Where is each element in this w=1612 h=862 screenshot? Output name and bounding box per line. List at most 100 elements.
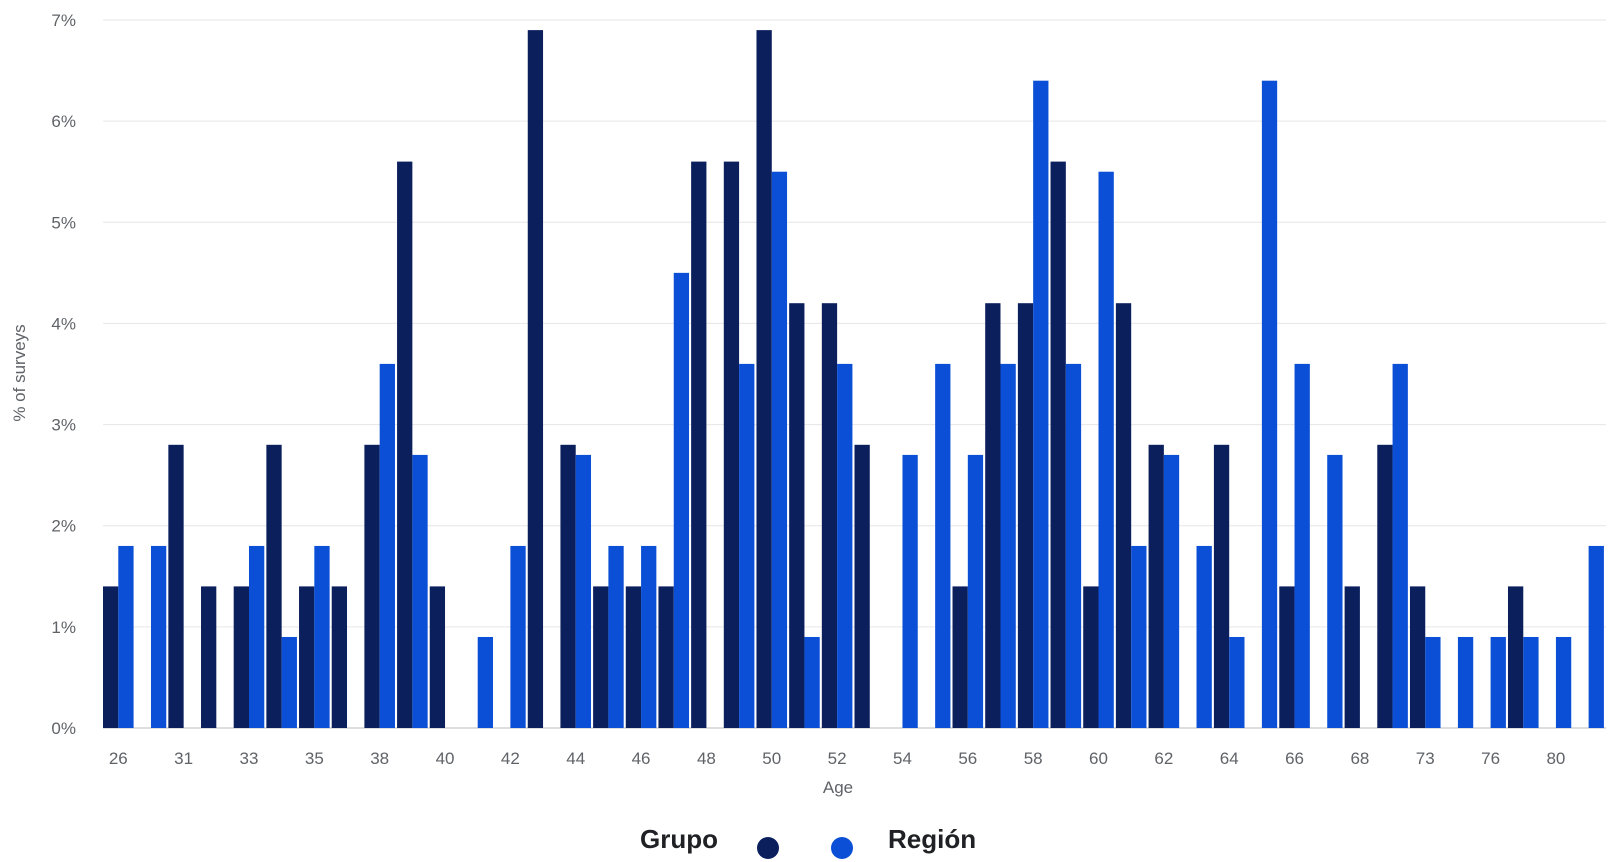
bar-grupo-70[interactable] bbox=[1377, 444, 1393, 728]
bar-region-59[interactable] bbox=[1065, 363, 1082, 728]
bar-region-41[interactable] bbox=[477, 636, 493, 728]
bar-grupo-60[interactable] bbox=[1083, 586, 1099, 728]
bar-region-42[interactable] bbox=[510, 545, 526, 728]
x-tick-label: 66 bbox=[1285, 749, 1304, 768]
bar-grupo-68[interactable] bbox=[1344, 586, 1360, 728]
bar-grupo-48[interactable] bbox=[691, 161, 707, 729]
x-tick-label: 31 bbox=[174, 749, 193, 768]
x-tick-label: 58 bbox=[1024, 749, 1043, 768]
bar-grupo-35[interactable] bbox=[299, 586, 315, 728]
bar-region-80[interactable] bbox=[1555, 636, 1572, 728]
bar-grupo-62[interactable] bbox=[1148, 444, 1164, 728]
bar-grupo-32[interactable] bbox=[201, 586, 217, 728]
x-tick-label: 64 bbox=[1220, 749, 1239, 768]
x-tick-label: 52 bbox=[828, 749, 847, 768]
bar-region-67[interactable] bbox=[1327, 454, 1343, 728]
x-axis-title: Age bbox=[823, 778, 853, 797]
bar-region-33[interactable] bbox=[248, 545, 265, 728]
bar-grupo-39[interactable] bbox=[397, 161, 413, 729]
x-tick-label: 56 bbox=[958, 749, 977, 768]
bar-region-30[interactable] bbox=[150, 545, 167, 728]
y-tick-label: 1% bbox=[51, 618, 76, 637]
y-axis-title: % of surveys bbox=[10, 324, 29, 421]
bar-grupo-66[interactable] bbox=[1279, 586, 1295, 728]
bar-grupo-78[interactable] bbox=[1507, 586, 1524, 728]
bars bbox=[103, 30, 1604, 729]
bar-region-44[interactable] bbox=[575, 454, 592, 728]
bar-grupo-58[interactable] bbox=[1017, 303, 1034, 728]
legend-item-region[interactable]: Región bbox=[831, 824, 976, 859]
bar-region-26[interactable] bbox=[118, 545, 134, 728]
x-tick-label: 42 bbox=[501, 749, 520, 768]
y-tick-label: 3% bbox=[51, 416, 76, 435]
bar-region-78[interactable] bbox=[1523, 636, 1539, 728]
bar-region-65[interactable] bbox=[1261, 80, 1278, 728]
bar-grupo-64[interactable] bbox=[1213, 444, 1230, 728]
x-tick-label: 35 bbox=[305, 749, 324, 768]
bar-region-35[interactable] bbox=[314, 545, 330, 728]
y-axis-tick-labels: 0% 1% 2% 3% 4% 5% 6% 7% bbox=[51, 11, 76, 738]
bar-grupo-57[interactable] bbox=[985, 303, 1001, 728]
bar-region-64[interactable] bbox=[1229, 636, 1245, 728]
bar-region-66[interactable] bbox=[1294, 363, 1310, 728]
y-tick-label: 5% bbox=[51, 213, 76, 232]
x-tick-label: 76 bbox=[1481, 749, 1500, 768]
bar-grupo-45[interactable] bbox=[593, 586, 609, 728]
bar-region-55[interactable] bbox=[935, 363, 951, 728]
bar-grupo-36[interactable] bbox=[331, 586, 348, 728]
bar-grupo-33[interactable] bbox=[233, 586, 249, 728]
bar-region-73[interactable] bbox=[1425, 636, 1441, 728]
x-tick-label: 73 bbox=[1416, 749, 1435, 768]
bar-region-60[interactable] bbox=[1098, 171, 1114, 728]
bar-grupo-31[interactable] bbox=[168, 444, 184, 728]
bar-grupo-59[interactable] bbox=[1050, 161, 1066, 729]
bar-grupo-53[interactable] bbox=[854, 444, 870, 728]
x-tick-label: 40 bbox=[436, 749, 455, 768]
bar-grupo-56[interactable] bbox=[952, 586, 968, 728]
bar-grupo-38[interactable] bbox=[364, 444, 380, 728]
bar-region-57[interactable] bbox=[1000, 363, 1016, 728]
bar-region-34[interactable] bbox=[281, 636, 297, 728]
bar-region-62[interactable] bbox=[1163, 454, 1180, 728]
bar-region-38[interactable] bbox=[379, 363, 395, 728]
bar-grupo-26[interactable] bbox=[103, 586, 119, 728]
bar-region-46[interactable] bbox=[641, 545, 657, 728]
bar-region-47[interactable] bbox=[673, 272, 690, 728]
bar-region-63[interactable] bbox=[1196, 545, 1212, 728]
bar-region-76[interactable] bbox=[1490, 636, 1506, 728]
bar-grupo-40[interactable] bbox=[429, 586, 446, 728]
x-tick-label: 38 bbox=[370, 749, 389, 768]
bar-grupo-46[interactable] bbox=[625, 586, 642, 728]
bar-region-70[interactable] bbox=[1392, 363, 1408, 728]
x-tick-label: 33 bbox=[240, 749, 259, 768]
bar-region-45[interactable] bbox=[608, 545, 624, 728]
bar-grupo-52[interactable] bbox=[821, 303, 838, 728]
y-tick-label: 7% bbox=[51, 11, 76, 30]
bar-region-39[interactable] bbox=[412, 454, 428, 728]
bar-grupo-51[interactable] bbox=[789, 303, 805, 728]
bar-grupo-50[interactable] bbox=[756, 30, 772, 729]
x-tick-label: 54 bbox=[893, 749, 912, 768]
x-tick-label: 46 bbox=[632, 749, 651, 768]
bar-region-81[interactable] bbox=[1588, 545, 1604, 728]
bar-region-49[interactable] bbox=[739, 363, 755, 728]
bar-grupo-73[interactable] bbox=[1409, 586, 1426, 728]
x-tick-label: 62 bbox=[1154, 749, 1173, 768]
bar-grupo-61[interactable] bbox=[1115, 303, 1132, 728]
bar-region-61[interactable] bbox=[1131, 545, 1147, 728]
bar-region-54[interactable] bbox=[902, 454, 918, 728]
bar-grupo-47[interactable] bbox=[658, 586, 674, 728]
bar-grupo-43[interactable] bbox=[527, 30, 544, 729]
bar-grupo-49[interactable] bbox=[723, 161, 740, 729]
bar-region-51[interactable] bbox=[804, 636, 820, 728]
bar-region-58[interactable] bbox=[1033, 80, 1049, 728]
bar-grupo-34[interactable] bbox=[266, 444, 282, 728]
bar-region-52[interactable] bbox=[837, 363, 853, 728]
x-tick-label: 68 bbox=[1350, 749, 1369, 768]
legend-item-grupo[interactable]: Grupo bbox=[640, 824, 779, 859]
bar-region-56[interactable] bbox=[967, 454, 984, 728]
bar-grupo-44[interactable] bbox=[560, 444, 576, 728]
bar-region-74[interactable] bbox=[1457, 636, 1474, 728]
bar-region-50[interactable] bbox=[771, 171, 788, 728]
